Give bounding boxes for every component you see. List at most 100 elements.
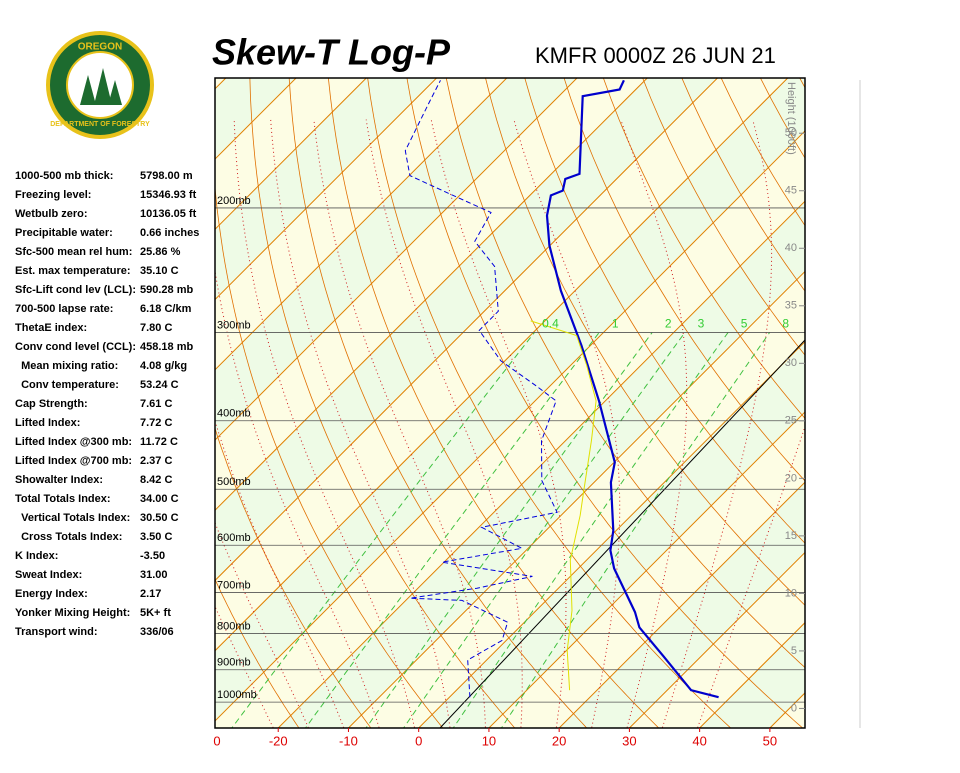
y2-tick-label: 25 <box>785 415 797 427</box>
index-label: Yonker Mixing Height: <box>15 607 130 619</box>
index-label: Vertical Totals Index: <box>15 512 130 524</box>
x-tick-label: 10 <box>482 733 496 748</box>
logo-bottom: DEPARTMENT OF FORESTRY <box>50 121 150 128</box>
mixing-ratio-label: 5 <box>741 317 748 331</box>
x-tick-label: 20 <box>552 733 566 748</box>
index-label: Est. max temperature: <box>15 265 131 277</box>
x-tick-label: 0 <box>415 733 422 748</box>
index-label: Cross Totals Index: <box>15 531 122 543</box>
dry-adiabat <box>862 51 960 731</box>
mixing-ratio-label: 2 <box>665 317 672 331</box>
index-value: 11.72 C <box>140 436 178 448</box>
index-label: Lifted Index @300 mb: <box>15 436 132 448</box>
index-value: 7.72 C <box>140 417 172 429</box>
y2-tick-label: 10 <box>785 587 797 599</box>
index-value: 8.42 C <box>140 474 172 486</box>
index-value: 336/06 <box>140 626 174 638</box>
index-value: 34.00 C <box>140 493 179 505</box>
mixing-ratio-label: 8 <box>782 317 789 331</box>
y2-tick-label: 0 <box>791 702 797 714</box>
isotherm <box>0 78 15 728</box>
x-tick-label: -20 <box>269 733 288 748</box>
x-tick-label: -10 <box>339 733 358 748</box>
index-label: K Index: <box>15 550 58 562</box>
indices: 1000-500 mb thick: 5798.00 m Freezing leve… <box>15 170 199 638</box>
index-value: 10136.05 ft <box>140 208 197 220</box>
y-tick-label: 800mb <box>217 620 251 632</box>
index-value: 0.66 inches <box>140 227 199 239</box>
index-label: Freezing level: <box>15 189 91 201</box>
isotherm <box>840 78 960 728</box>
index-label: Mean mixing ratio: <box>15 360 118 372</box>
index-label: Energy Index: <box>15 588 88 600</box>
x-tick-label: 50 <box>763 733 777 748</box>
index-label: Total Totals Index: <box>15 493 111 505</box>
dry-adiabat <box>939 51 960 731</box>
index-value: 25.86 % <box>140 246 181 258</box>
y2-tick-label: 15 <box>785 530 797 542</box>
y-tick-label: 1000mb <box>217 689 257 701</box>
title: Skew-T Log-P <box>212 32 451 73</box>
index-label: Conv temperature: <box>15 379 119 391</box>
index-value: 590.28 mb <box>140 284 193 296</box>
mixing-ratio-label: 3 <box>698 317 705 331</box>
logo-top: OREGON <box>78 42 122 53</box>
y2-tick-label: 35 <box>785 300 797 312</box>
index-label: 700-500 lapse rate: <box>15 303 113 315</box>
index-label: Precipitable water: <box>15 227 113 239</box>
mixing-ratio-label: 0.4 <box>542 317 559 331</box>
index-label: Sfc-Lift cond lev (LCL): <box>15 284 136 296</box>
index-label: Sweat Index: <box>15 569 82 581</box>
x-origin-label: 0 <box>213 733 220 748</box>
index-value: -3.50 <box>140 550 165 562</box>
mixing-ratio-label: 1 <box>612 317 619 331</box>
y2-axis-label: Height (1000ft) <box>785 82 797 155</box>
dry-adiabat <box>824 51 960 731</box>
y2-tick-label: 20 <box>785 472 797 484</box>
index-label: Sfc-500 mean rel hum: <box>15 246 132 258</box>
y-tick-label: 900mb <box>217 657 251 669</box>
x-tick-label: 30 <box>622 733 636 748</box>
logo: OREGON DEPARTMENT OF FORESTRY <box>48 33 152 137</box>
index-value: 5K+ ft <box>140 607 171 619</box>
dry-adiabat <box>786 51 960 731</box>
index-label: Showalter Index: <box>15 474 103 486</box>
index-label: Transport wind: <box>15 626 98 638</box>
y-tick-label: 500mb <box>217 476 251 488</box>
index-label: Lifted Index @700 mb: <box>15 455 132 467</box>
index-value: 3.50 C <box>140 531 172 543</box>
index-value: 7.61 C <box>140 398 172 410</box>
index-value: 2.37 C <box>140 455 172 467</box>
index-label: ThetaE index: <box>15 322 87 334</box>
band <box>0 78 15 728</box>
y-tick-label: 400mb <box>217 408 251 420</box>
index-value: 7.80 C <box>140 322 172 334</box>
index-label: Cap Strength: <box>15 398 88 410</box>
dry-adiabat <box>901 51 960 731</box>
y-tick-label: 200mb <box>217 195 251 207</box>
index-value: 31.00 <box>140 569 168 581</box>
index-label: 1000-500 mb thick: <box>15 170 113 182</box>
index-value: 5798.00 m <box>140 170 193 182</box>
index-value: 4.08 g/kg <box>140 360 187 372</box>
y2-tick-label: 30 <box>785 357 797 369</box>
y2-tick-label: 45 <box>785 185 797 197</box>
index-label: Lifted Index: <box>15 417 80 429</box>
y2-tick-label: 40 <box>785 242 797 254</box>
x-tick-label: 40 <box>692 733 706 748</box>
index-value: 2.17 <box>140 588 161 600</box>
index-value: 53.24 C <box>140 379 179 391</box>
index-label: Wetbulb zero: <box>15 208 88 220</box>
index-value: 458.18 mb <box>140 341 193 353</box>
y2-tick-label: 5 <box>791 645 797 657</box>
index-label: Conv cond level (CCL): <box>15 341 136 353</box>
index-value: 6.18 C/km <box>140 303 192 315</box>
index-value: 35.10 C <box>140 265 179 277</box>
y-tick-label: 300mb <box>217 319 251 331</box>
station: KMFR 0000Z 26 JUN 21 <box>535 43 776 68</box>
index-value: 30.50 C <box>140 512 179 524</box>
y-tick-label: 600mb <box>217 532 251 544</box>
y-tick-label: 700mb <box>217 579 251 591</box>
index-value: 15346.93 ft <box>140 189 197 201</box>
